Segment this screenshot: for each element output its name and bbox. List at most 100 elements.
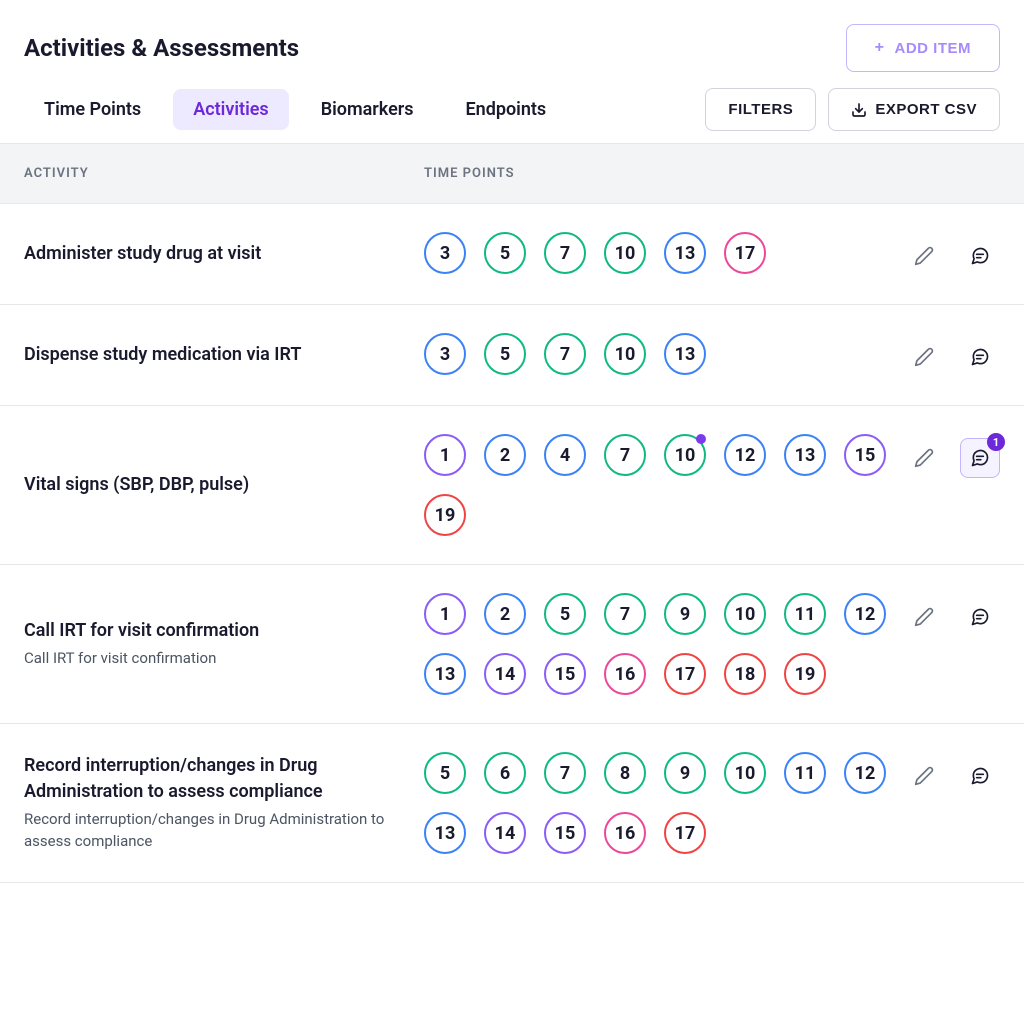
timepoint-badge[interactable]: 19 — [784, 653, 826, 695]
timepoints-cell: 56789 10 11 12 13 14 15 16 17 — [424, 752, 904, 854]
tabs: Time Points Activities Biomarkers Endpoints — [24, 89, 566, 130]
timepoint-badge[interactable]: 9 — [664, 593, 706, 635]
timepoint-badge[interactable]: 8 — [604, 752, 646, 794]
table-row: Record interruption/changes in Drug Admi… — [0, 724, 1024, 883]
timepoint-badge[interactable]: 13 — [784, 434, 826, 476]
activity-title: Call IRT for visit confirmation — [24, 618, 408, 643]
timepoint-badge[interactable]: 15 — [844, 434, 886, 476]
timepoints-cell: 1257910111213141516171819 — [424, 593, 904, 695]
timepoint-badge[interactable]: 1 — [424, 593, 466, 635]
activity-cell: Call IRT for visit confirmationCall IRT … — [24, 618, 424, 670]
filters-button[interactable]: FILTERS — [705, 88, 816, 131]
timepoint-badge[interactable]: 17 — [664, 653, 706, 695]
comment-button[interactable] — [960, 236, 1000, 276]
timepoint-badge[interactable]: 3 — [424, 232, 466, 274]
plus-icon: + — [875, 39, 885, 57]
comment-button[interactable] — [960, 337, 1000, 377]
timepoint-badge[interactable]: 17 — [664, 812, 706, 854]
timepoint-badge[interactable]: 15 — [544, 812, 586, 854]
timepoint-badge[interactable]: 10 — [724, 752, 766, 794]
tab-endpoints[interactable]: Endpoints — [446, 89, 567, 130]
timepoint-badge[interactable]: 13 — [424, 812, 466, 854]
activity-title: Vital signs (SBP, DBP, pulse) — [24, 472, 408, 497]
timepoint-badge[interactable]: 12 — [844, 593, 886, 635]
timepoint-badge[interactable]: 13 — [664, 333, 706, 375]
timepoint-badge[interactable]: 7 — [604, 434, 646, 476]
edit-button[interactable] — [904, 756, 944, 796]
timepoint-badge[interactable]: 1 — [424, 434, 466, 476]
timepoint-badge[interactable]: 16 — [604, 812, 646, 854]
activity-title: Record interruption/changes in Drug Admi… — [24, 753, 408, 803]
timepoint-badge[interactable]: 17 — [724, 232, 766, 274]
comment-icon — [970, 347, 990, 367]
table-row: Call IRT for visit confirmationCall IRT … — [0, 565, 1024, 724]
timepoint-badge[interactable]: 7 — [544, 232, 586, 274]
timepoint-badge[interactable]: 11 — [784, 752, 826, 794]
timepoint-badge[interactable]: 18 — [724, 653, 766, 695]
activity-title: Administer study drug at visit — [24, 241, 408, 266]
timepoint-badge[interactable]: 2 — [484, 434, 526, 476]
timepoint-badge[interactable]: 11 — [784, 593, 826, 635]
timepoint-badge[interactable]: 5 — [544, 593, 586, 635]
timepoint-badge[interactable]: 14 — [484, 653, 526, 695]
timepoint-badge[interactable]: 7 — [544, 752, 586, 794]
toolbar-actions: FILTERS EXPORT CSV — [705, 88, 1000, 131]
timepoint-badge[interactable]: 4 — [544, 434, 586, 476]
timepoint-badge[interactable]: 5 — [484, 232, 526, 274]
timepoint-badge[interactable]: 14 — [484, 812, 526, 854]
pencil-icon — [914, 246, 934, 266]
comment-button[interactable] — [960, 756, 1000, 796]
edit-button[interactable] — [904, 337, 944, 377]
subheader: Time Points Activities Biomarkers Endpoints… — [0, 88, 1024, 144]
activity-title: Dispense study medication via IRT — [24, 342, 408, 367]
table-row: Administer study drug at visit 357 10 13 17 — [0, 204, 1024, 305]
timepoint-badge[interactable]: 7 — [544, 333, 586, 375]
edit-button[interactable] — [904, 438, 944, 478]
add-item-button[interactable]: + ADD ITEM — [846, 24, 1000, 72]
timepoint-badge[interactable]: 2 — [484, 593, 526, 635]
export-csv-button[interactable]: EXPORT CSV — [828, 88, 1000, 131]
row-actions — [904, 752, 1000, 796]
timepoint-badge[interactable]: 12 — [844, 752, 886, 794]
timepoint-badge[interactable]: 19 — [424, 494, 466, 536]
timepoint-badge[interactable]: 7 — [604, 593, 646, 635]
page-title: Activities & Assessments — [24, 34, 299, 62]
timepoint-badge[interactable]: 12 — [724, 434, 766, 476]
tab-time-points[interactable]: Time Points — [24, 89, 161, 130]
comment-icon — [970, 607, 990, 627]
pencil-icon — [914, 448, 934, 468]
activity-cell: Administer study drug at visit — [24, 241, 424, 266]
pencil-icon — [914, 607, 934, 627]
edit-button[interactable] — [904, 236, 944, 276]
tab-biomarkers[interactable]: Biomarkers — [301, 89, 434, 130]
row-actions — [904, 593, 1000, 637]
timepoint-badge[interactable]: 10 — [604, 333, 646, 375]
timepoint-badge[interactable]: 16 — [604, 653, 646, 695]
page-header: Activities & Assessments + ADD ITEM — [0, 0, 1024, 88]
comment-button[interactable]: 1 — [960, 438, 1000, 478]
timepoint-badge[interactable]: 13 — [424, 653, 466, 695]
timepoint-badge[interactable]: 10 — [724, 593, 766, 635]
timepoints-cell: 357 10 13 17 — [424, 232, 904, 274]
timepoints-cell: 12471012131519 — [424, 434, 904, 536]
add-item-label: ADD ITEM — [895, 40, 972, 57]
edit-button[interactable] — [904, 597, 944, 637]
table-header: ACTIVITY TIME POINTS — [0, 144, 1024, 204]
timepoint-badge[interactable]: 6 — [484, 752, 526, 794]
timepoint-badge[interactable]: 5 — [424, 752, 466, 794]
activity-cell: Dispense study medication via IRT — [24, 342, 424, 367]
download-icon — [851, 102, 867, 118]
timepoint-badge[interactable]: 10 — [604, 232, 646, 274]
comment-button[interactable] — [960, 597, 1000, 637]
timepoint-badge[interactable]: 10 — [664, 434, 706, 476]
timepoint-badge[interactable]: 15 — [544, 653, 586, 695]
timepoint-badge[interactable]: 5 — [484, 333, 526, 375]
activity-cell: Vital signs (SBP, DBP, pulse) — [24, 472, 424, 497]
timepoint-badge[interactable]: 13 — [664, 232, 706, 274]
timepoint-badge[interactable]: 9 — [664, 752, 706, 794]
column-header-activity: ACTIVITY — [24, 166, 424, 181]
tab-activities[interactable]: Activities — [173, 89, 288, 130]
pencil-icon — [914, 347, 934, 367]
timepoint-badge[interactable]: 3 — [424, 333, 466, 375]
table-row: Dispense study medication via IRT 357 10 13 — [0, 305, 1024, 406]
